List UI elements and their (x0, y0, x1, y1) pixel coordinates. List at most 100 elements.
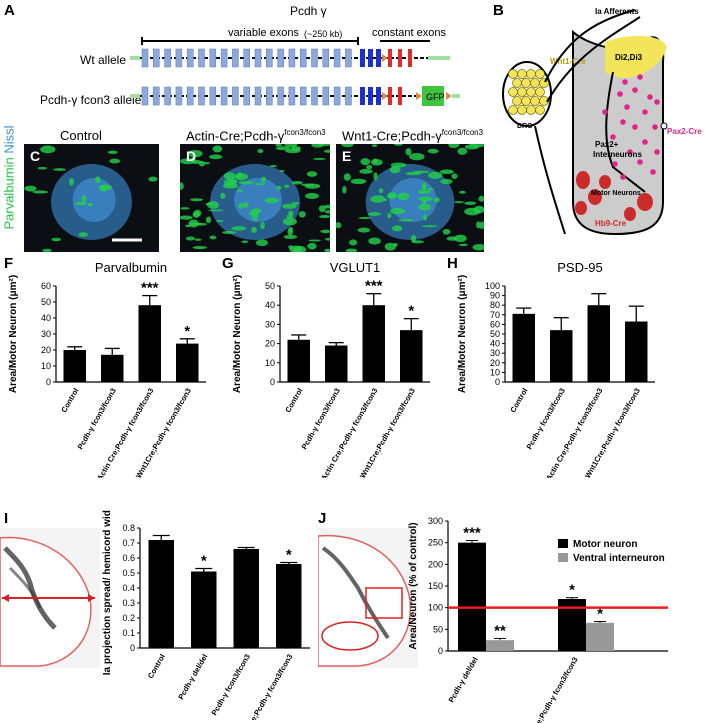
variable-exon (220, 48, 228, 68)
y-tick-label: 0.4 (122, 583, 135, 593)
variable-exon (254, 48, 262, 68)
y-tick-label: 0 (495, 377, 500, 387)
synapse-puncta (378, 188, 384, 194)
synapse-puncta (306, 171, 318, 177)
bar (101, 354, 124, 382)
pax2-dots (602, 74, 660, 180)
section-image-i (0, 528, 100, 668)
synapse-puncta (472, 243, 484, 251)
synapse-puncta (224, 172, 236, 180)
synapse-puncta (237, 189, 244, 192)
variable-exon (232, 48, 239, 68)
synapse-puncta (342, 185, 347, 194)
pax2-dot (652, 124, 658, 130)
synapse-puncta (191, 160, 202, 164)
variable-exon (153, 48, 160, 68)
synapse-puncta (324, 237, 330, 241)
c-exon (376, 49, 381, 67)
parvalbumin-legend: Parvalbumin (1, 157, 17, 230)
synapse-puncta (409, 152, 425, 161)
synapse-puncta (323, 149, 330, 153)
synapse-puncta (283, 234, 298, 240)
synapse-puncta (180, 207, 190, 210)
synapse-puncta (282, 203, 297, 209)
interneuron-roi (321, 621, 379, 651)
variable-exon (322, 48, 330, 68)
chart-title: VGLUT1 (330, 260, 381, 275)
synapse-puncta (264, 197, 279, 204)
synapse-puncta (417, 196, 434, 201)
synapse-puncta (389, 166, 401, 174)
synapse-puncta (185, 236, 195, 241)
variable-exon (232, 86, 239, 106)
variable-exon (311, 48, 318, 68)
synapse-puncta (464, 207, 481, 216)
nucleus (72, 178, 116, 222)
spinal-cord-diagram: Ia Afferents Di2,Di3 Wnt1-Cre DRG Pax2-C… (502, 7, 702, 236)
variable-exon (186, 48, 194, 68)
pax2-dot (620, 174, 626, 180)
synapse-puncta (40, 145, 56, 154)
drg-cell (530, 78, 540, 88)
synapse-puncta (242, 202, 249, 208)
category-label: Pcdh-γ fcon3/fcon3 (300, 387, 342, 451)
variable-exon (220, 86, 228, 106)
synapse-puncta (320, 229, 330, 234)
variable-exon (333, 48, 341, 68)
y-tick-label: 30 (490, 348, 500, 358)
y-tick-label: 20 (265, 339, 275, 349)
synapse-puncta (207, 200, 220, 209)
pax2-dot (654, 99, 660, 105)
synapse-puncta (433, 197, 440, 203)
y-tick-label: 20 (490, 358, 500, 368)
wt-allele-track (130, 48, 450, 68)
synapse-puncta (464, 201, 477, 205)
bar (625, 321, 648, 382)
y-tick-label: 0 (438, 646, 443, 656)
significance-mark: *** (365, 278, 383, 295)
synapse-puncta (269, 165, 278, 168)
synapse-puncta (37, 166, 48, 170)
pax2-dot (642, 109, 648, 115)
variable-exon (153, 86, 160, 106)
section-image-j (318, 528, 418, 668)
pax2-dot (650, 169, 656, 175)
synapse-puncta (69, 178, 74, 186)
synapse-puncta (319, 215, 330, 219)
synapse-puncta (292, 245, 307, 252)
variable-exon (288, 48, 296, 68)
category-label: Control (283, 387, 304, 415)
synapse-puncta (417, 189, 431, 195)
synapse-puncta (275, 146, 290, 151)
synapse-puncta (384, 242, 397, 251)
pax2-dot (632, 124, 638, 130)
chart-title: Parvalbumin (95, 260, 167, 275)
y-tick-label: 60 (490, 319, 500, 329)
synapse-puncta (180, 182, 184, 190)
synapse-puncta (427, 148, 439, 154)
y-tick-label: 30 (41, 329, 51, 339)
variable-exon (266, 48, 273, 68)
constant-exon (398, 49, 402, 67)
synapse-puncta (192, 211, 200, 218)
synapse-puncta (194, 238, 202, 241)
significance-mark: * (569, 582, 575, 599)
y-tick-label: 0.2 (122, 613, 135, 623)
synapse-puncta (208, 154, 223, 160)
category-label: Pcdh-γ del/del (447, 656, 480, 705)
synapse-puncta (478, 195, 484, 202)
synapse-puncta (190, 198, 204, 202)
significance-mark: *** (141, 280, 159, 297)
y-tick-label: 0.7 (122, 538, 135, 548)
bar (586, 622, 614, 651)
synapse-puncta (372, 158, 378, 164)
synapse-puncta (359, 169, 373, 174)
synapse-puncta (479, 221, 484, 230)
synapse-puncta (360, 158, 371, 166)
y-tick-label: 0.8 (122, 523, 135, 533)
y-tick-label: 40 (265, 300, 275, 310)
panel-label-f: F (4, 255, 14, 272)
y-tick-label: 0 (46, 377, 51, 387)
gfp-label: GFP (426, 92, 445, 102)
y-tick-label: 70 (490, 310, 500, 320)
